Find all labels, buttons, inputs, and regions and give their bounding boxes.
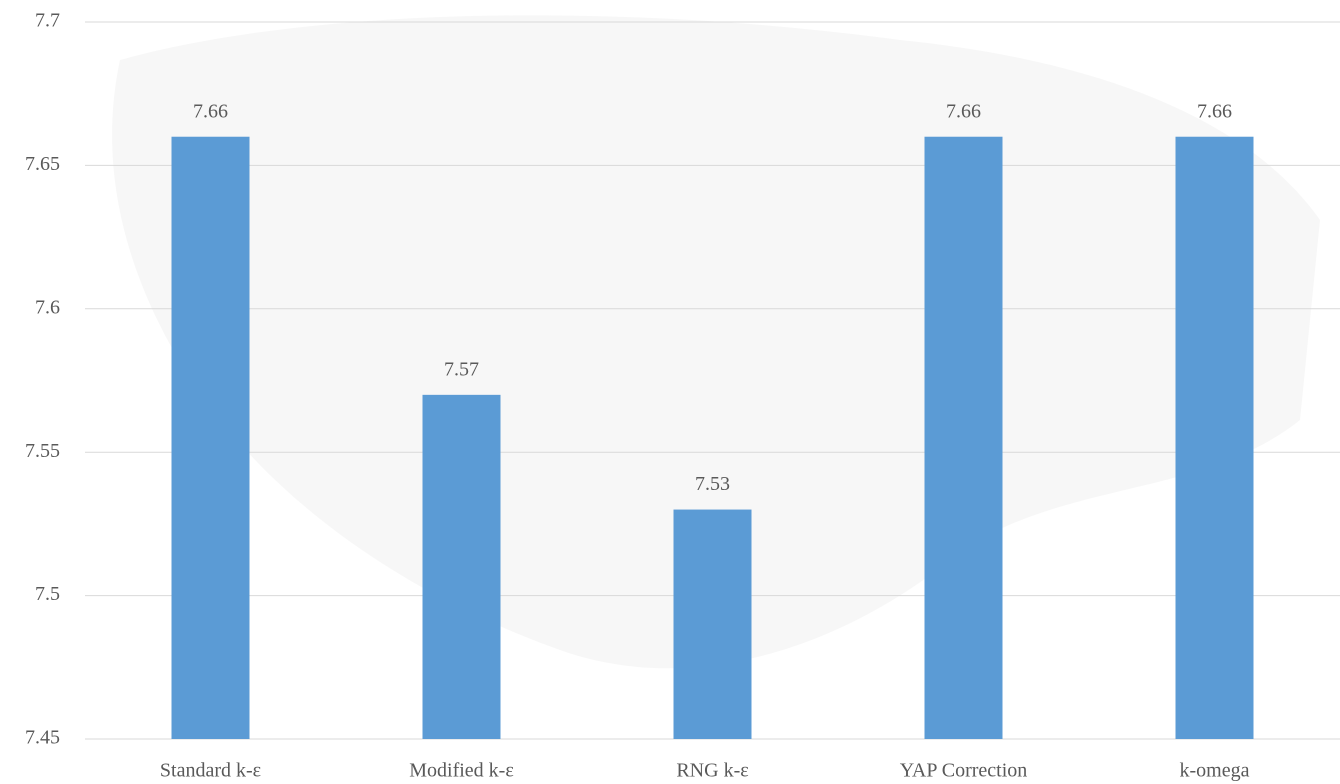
- y-tick-label: 7.55: [25, 440, 60, 462]
- map-texture: [112, 15, 1321, 669]
- data-label: 7.57: [444, 358, 479, 380]
- bar: [422, 394, 501, 739]
- data-label: 7.53: [695, 473, 730, 495]
- y-tick-label: 7.7: [35, 10, 60, 32]
- bar: [1175, 136, 1254, 740]
- x-tick-label: YAP Correction: [900, 760, 1028, 782]
- bar: [924, 136, 1003, 740]
- data-label: 7.66: [1197, 100, 1232, 122]
- data-label: 7.66: [946, 100, 981, 122]
- y-tick-label: 7.45: [25, 727, 60, 749]
- x-tick-label: Standard k-ε: [160, 760, 261, 782]
- x-tick-label: k-omega: [1180, 760, 1250, 782]
- y-tick-label: 7.5: [35, 583, 60, 605]
- bar: [171, 136, 250, 740]
- data-label: 7.66: [193, 100, 228, 122]
- y-tick-label: 7.6: [35, 296, 60, 318]
- x-tick-label: RNG k-ε: [676, 760, 748, 782]
- y-tick-label: 7.65: [25, 153, 60, 175]
- x-tick-label: Modified k-ε: [409, 760, 514, 782]
- bar: [673, 509, 752, 739]
